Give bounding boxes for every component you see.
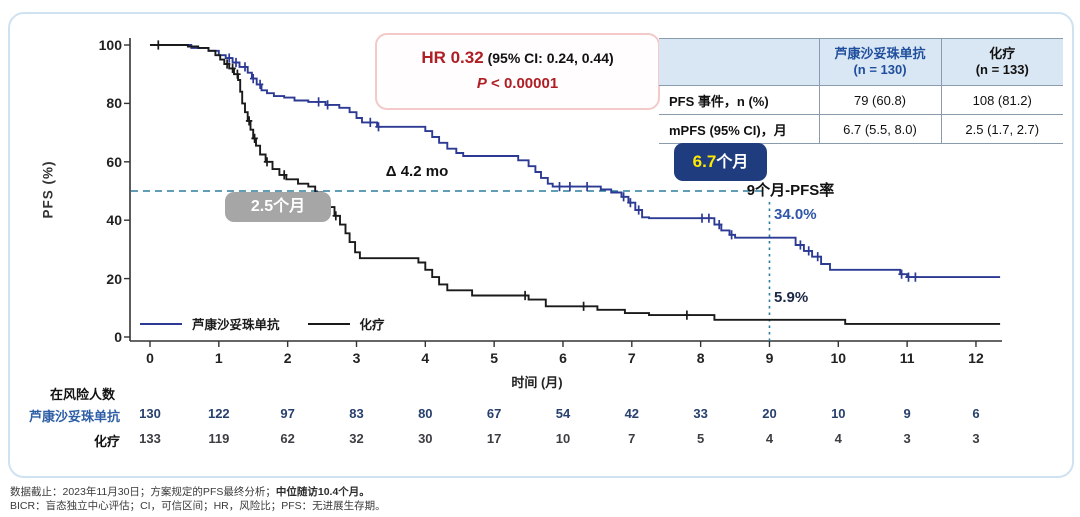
events-chemo: 108 (81.2) bbox=[940, 85, 1063, 115]
x-tick-label: 5 bbox=[490, 350, 499, 366]
x-tick-label: 9 bbox=[765, 350, 774, 366]
hr-value: HR 0.32 bbox=[421, 48, 484, 67]
nine-month-label: 9个月-PFS率 bbox=[746, 182, 835, 199]
stats-header-row: 芦康沙妥珠单抗 (n = 130) 化疗 (n = 133) bbox=[659, 38, 1063, 86]
risk-count: 7 bbox=[628, 431, 636, 446]
footnote-line2: BICR：盲态独立中心评估；CI，可信区间；HR，风险比；PFS：无进展生存期。 bbox=[10, 499, 386, 512]
mpfs-treatment: 6.7 (5.5, 8.0) bbox=[818, 114, 941, 144]
legend-line-treatment-icon bbox=[140, 322, 182, 325]
risk-count: 119 bbox=[208, 431, 230, 446]
p-value: < 0.00001 bbox=[486, 75, 559, 92]
legend: 芦康沙妥珠单抗 化疗 bbox=[140, 314, 385, 333]
risk-count: 4 bbox=[765, 431, 774, 446]
x-tick-label: 4 bbox=[421, 350, 430, 366]
risk-count: 130 bbox=[139, 406, 161, 421]
risk-count: 97 bbox=[280, 406, 295, 421]
footnote-line1: 数据截止：2023年11月30日；方案规定的PFS最终分析；中位随访10.4个月… bbox=[10, 486, 386, 500]
stats-header-treatment: 芦康沙妥珠单抗 (n = 130) bbox=[818, 38, 941, 86]
risk-count: 10 bbox=[831, 406, 846, 421]
p-symbol: P bbox=[476, 75, 487, 92]
y-tick-label: 80 bbox=[106, 95, 122, 112]
risk-count: 4 bbox=[834, 431, 842, 446]
hr-ci: (95% CI: 0.24, 0.44) bbox=[487, 50, 614, 66]
risk-table-title: 在风险人数 bbox=[50, 387, 116, 402]
stats-header-chemo: 化疗 (n = 133) bbox=[940, 38, 1063, 86]
footnote-line1-bold: 中位随访10.4个月。 bbox=[275, 486, 370, 498]
risk-row-label-treatment: 芦康沙妥珠单抗 bbox=[28, 409, 120, 424]
median-treatment-value: 6.7 bbox=[692, 152, 717, 171]
p-value-line: P < 0.00001 bbox=[377, 75, 658, 92]
treatment-name: 芦康沙妥珠单抗 bbox=[834, 45, 926, 61]
median-treatment-box: 6.7个月 bbox=[674, 143, 767, 181]
risk-count: 80 bbox=[418, 406, 433, 421]
x-tick-label: 1 bbox=[214, 350, 223, 366]
risk-count: 9 bbox=[903, 406, 911, 421]
risk-count: 17 bbox=[486, 431, 502, 446]
y-tick-label: 0 bbox=[114, 329, 122, 345]
legend-line-chemo-icon bbox=[307, 322, 350, 325]
treatment-n: (n = 130) bbox=[853, 62, 907, 77]
y-tick-label: 40 bbox=[106, 212, 122, 229]
risk-count: 6 bbox=[972, 406, 980, 421]
risk-row-label-chemo: 化疗 bbox=[93, 434, 120, 449]
legend-label-treatment: 芦康沙妥珠单抗 bbox=[192, 318, 280, 332]
footnote-line1-text: 数据截止：2023年11月30日；方案规定的PFS最终分析； bbox=[10, 486, 276, 498]
events-label: PFS 事件，n (%) bbox=[659, 85, 819, 115]
risk-count: 30 bbox=[418, 431, 433, 446]
chemo-name: 化疗 bbox=[989, 45, 1016, 61]
nine-month-rate-chemo: 5.9% bbox=[774, 289, 809, 306]
events-treatment: 79 (60.8) bbox=[818, 85, 941, 115]
risk-count: 54 bbox=[555, 406, 571, 421]
stats-header-empty bbox=[659, 38, 819, 86]
x-tick-label: 2 bbox=[283, 350, 292, 366]
y-axis-title: PFS (%) bbox=[40, 160, 56, 219]
hr-value-line: HR 0.32 (95% CI: 0.24, 0.44) bbox=[377, 48, 658, 68]
stats-row-mpfs: mPFS (95% CI)，月 6.7 (5.5, 8.0) 2.5 (1.7,… bbox=[659, 114, 1063, 144]
x-tick-label: 7 bbox=[627, 350, 636, 366]
mpfs-label: mPFS (95% CI)，月 bbox=[659, 114, 819, 144]
risk-count: 133 bbox=[139, 431, 161, 446]
stats-row-events: PFS 事件，n (%) 79 (60.8) 108 (81.2) bbox=[659, 85, 1063, 115]
risk-count: 122 bbox=[207, 406, 230, 421]
risk-count: 3 bbox=[903, 431, 911, 446]
x-axis-title: 时间 (月) bbox=[511, 375, 563, 390]
x-tick-label: 6 bbox=[559, 350, 567, 366]
risk-count: 3 bbox=[972, 431, 980, 446]
risk-count: 20 bbox=[762, 406, 777, 421]
x-tick-label: 12 bbox=[968, 350, 984, 366]
risk-count: 62 bbox=[280, 431, 295, 446]
legend-label-chemo: 化疗 bbox=[359, 318, 385, 332]
median-chemo-box: 2.5个月 bbox=[225, 192, 331, 222]
median-treatment-unit: 个月 bbox=[716, 154, 749, 171]
risk-count: 42 bbox=[624, 406, 640, 421]
x-tick-label: 10 bbox=[830, 350, 847, 366]
risk-count: 5 bbox=[697, 431, 705, 446]
footnote: 数据截止：2023年11月30日；方案规定的PFS最终分析；中位随访10.4个月… bbox=[10, 486, 386, 513]
y-tick-label: 60 bbox=[106, 153, 122, 170]
y-tick-label: 100 bbox=[98, 37, 122, 53]
risk-count: 83 bbox=[349, 406, 364, 421]
nine-month-rate-treatment: 34.0% bbox=[774, 206, 817, 223]
x-tick-label: 0 bbox=[146, 350, 154, 366]
risk-count: 10 bbox=[555, 431, 571, 446]
risk-count: 32 bbox=[349, 431, 364, 446]
hr-annotation-box: HR 0.32 (95% CI: 0.24, 0.44) P < 0.00001 bbox=[375, 33, 660, 110]
risk-count: 67 bbox=[486, 406, 502, 421]
x-tick-label: 3 bbox=[352, 350, 361, 366]
risk-count: 33 bbox=[693, 406, 708, 421]
mpfs-chemo: 2.5 (1.7, 2.7) bbox=[940, 114, 1063, 144]
x-tick-label: 11 bbox=[899, 350, 915, 366]
stats-table: 芦康沙妥珠单抗 (n = 130) 化疗 (n = 133) PFS 事件，n … bbox=[659, 38, 1063, 144]
y-tick-label: 20 bbox=[106, 270, 122, 287]
delta-annotation: Δ 4.2 mo bbox=[385, 163, 449, 180]
x-tick-label: 8 bbox=[696, 350, 705, 366]
chemo-n: (n = 133) bbox=[975, 62, 1029, 77]
